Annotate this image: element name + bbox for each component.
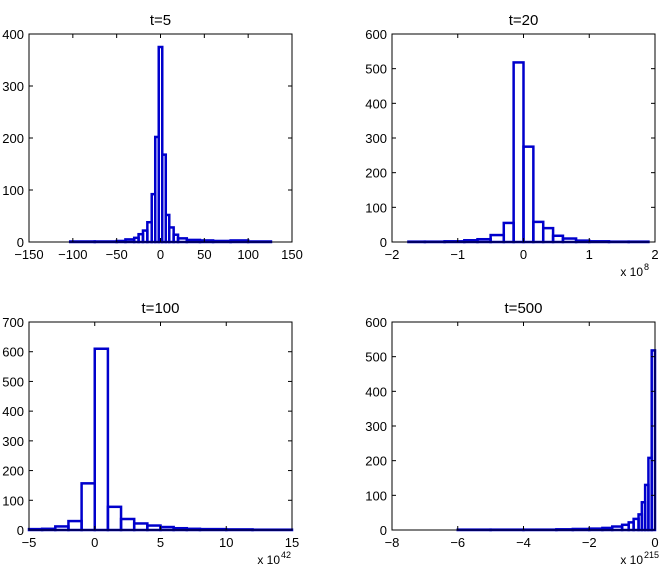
x-tick-label: 0 — [91, 535, 98, 550]
x-tick-label: −50 — [106, 247, 128, 262]
histogram-bar — [502, 221, 515, 244]
histogram-bar — [106, 505, 123, 532]
histogram-bar — [522, 145, 535, 244]
histogram-bar — [93, 347, 110, 532]
y-tick-label: 0 — [380, 235, 387, 250]
y-tick-label: 0 — [17, 523, 24, 538]
x-tick-label: 1 — [586, 247, 593, 262]
histogram-bar — [512, 61, 525, 244]
x-tick-label: −100 — [58, 247, 87, 262]
y-tick-label: 300 — [2, 434, 24, 449]
x-tick-label: 5 — [157, 535, 164, 550]
x-tick-label: −2 — [385, 247, 400, 262]
subplot-1: −2 −1 0 1 2 0 100 200 300 400 500 600 t=20 x 10 8 — [365, 12, 658, 279]
histogram-bar — [54, 525, 70, 532]
chart-title: t=100 — [142, 300, 180, 317]
x-tick-label: 0 — [651, 535, 658, 550]
y-tick-label: 200 — [365, 454, 387, 469]
y-tick-label: 400 — [365, 96, 387, 111]
x-scale-factor-exponent: 42 — [281, 550, 291, 560]
y-tick-label: 300 — [365, 419, 387, 434]
x-tick-label: −150 — [14, 247, 43, 262]
y-tick-label: 100 — [365, 200, 387, 215]
x-scale-factor-exponent: 8 — [644, 262, 649, 272]
x-tick-label: −2 — [582, 535, 597, 550]
histogram-bar — [489, 233, 506, 244]
histogram-bar — [119, 517, 136, 532]
y-tick-label: 400 — [2, 404, 24, 419]
y-tick-label: 500 — [365, 350, 387, 365]
x-tick-label: 0 — [520, 247, 527, 262]
x-scale-factor-label: x 10 — [620, 553, 643, 567]
chart-title: t=5 — [150, 12, 171, 29]
y-tick-label: 700 — [2, 315, 24, 330]
histogram-bar — [146, 524, 162, 532]
y-tick-label: 200 — [365, 166, 387, 181]
x-tick-label: −8 — [385, 535, 400, 550]
y-tick-label: 600 — [2, 345, 24, 360]
histogram-bar — [80, 482, 96, 532]
y-tick-label: 0 — [17, 235, 24, 250]
histogram-bar — [176, 237, 189, 244]
histogram-bar — [541, 226, 555, 244]
y-tick-label: 600 — [365, 27, 387, 42]
x-tick-label: −5 — [22, 535, 37, 550]
x-scale-factor-label: x 10 — [257, 553, 280, 567]
axes-box — [391, 321, 656, 531]
histogram-bar — [132, 522, 149, 532]
x-tick-label: 2 — [651, 247, 658, 262]
subplot-3: −8 −6 −4 −2 0 0 100 200 300 400 500 600 t=500 x 10 215 — [365, 300, 659, 567]
y-tick-label: 200 — [2, 464, 24, 479]
y-tick-label: 500 — [365, 62, 387, 77]
x-tick-label: 150 — [281, 247, 303, 262]
histogram-bar — [611, 525, 624, 532]
y-tick-label: 600 — [365, 315, 387, 330]
histogram-bar — [551, 234, 565, 244]
y-tick-label: 400 — [365, 384, 387, 399]
histogram-bar — [561, 237, 578, 244]
x-tick-label: 15 — [285, 535, 299, 550]
x-tick-label: 10 — [219, 535, 233, 550]
y-tick-label: 400 — [2, 27, 24, 42]
y-tick-label: 500 — [2, 374, 24, 389]
histogram-bar — [67, 519, 83, 532]
chart-title: t=500 — [505, 300, 543, 317]
y-tick-label: 300 — [2, 79, 24, 94]
y-tick-label: 300 — [365, 131, 387, 146]
chart-title: t=20 — [509, 12, 539, 29]
x-tick-label: −1 — [450, 247, 465, 262]
subplot-0: −150 −100 −50 0 50 100 150 0 100 200 300 400 t=5 — [2, 12, 303, 262]
y-tick-label: 0 — [380, 523, 387, 538]
x-scale-factor-label: x 10 — [620, 265, 643, 279]
x-tick-label: 50 — [197, 247, 211, 262]
x-tick-label: −4 — [516, 535, 531, 550]
axes-box — [28, 321, 293, 531]
y-tick-label: 200 — [2, 131, 24, 146]
x-tick-label: −6 — [450, 535, 465, 550]
y-tick-label: 100 — [365, 488, 387, 503]
y-tick-label: 100 — [2, 183, 24, 198]
x-scale-factor-exponent: 215 — [644, 550, 659, 560]
histogram-bar — [532, 220, 545, 244]
x-tick-label: 0 — [157, 247, 164, 262]
x-tick-label: 100 — [237, 247, 259, 262]
axes-box — [28, 33, 293, 243]
y-tick-label: 100 — [2, 493, 24, 508]
